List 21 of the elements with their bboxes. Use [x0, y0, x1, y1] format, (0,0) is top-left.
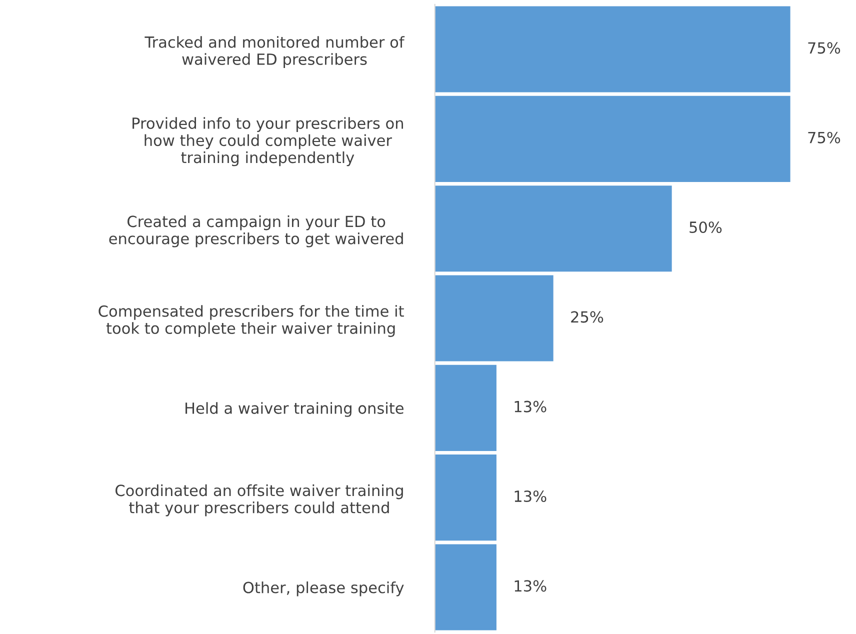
data-label: 75% [808, 42, 840, 54]
data-label: 25% [571, 311, 604, 323]
bar [434, 364, 496, 451]
bar [434, 6, 790, 92]
bar [434, 544, 496, 630]
bar [434, 275, 554, 362]
bar [434, 454, 496, 541]
y-tick-label: Other, please specify [243, 581, 404, 596]
y-tick-label: Created a campaign in your ED to encourage prescribers to get waivered [109, 215, 403, 248]
data-label: 75% [808, 132, 840, 144]
y-tick-label: Provided info to your prescribers on how they could complete waiver training independently [132, 117, 403, 166]
data-label: 50% [690, 221, 722, 234]
data-label: 13% [514, 580, 546, 592]
y-tick-label: Tracked and monitored number of waivered ED prescribers [144, 36, 405, 68]
bar [434, 96, 790, 182]
y-tick-label: Compensated prescribers for the time it took to complete their waiver training [98, 305, 404, 337]
y-tick-label: Coordinated an offsite waiver training that your prescribers could attend [116, 484, 403, 516]
y-tick-label: Held a waiver training onsite [186, 402, 404, 417]
data-label: 13% [514, 490, 546, 502]
bar [434, 186, 672, 272]
data-label: 13% [514, 400, 546, 412]
